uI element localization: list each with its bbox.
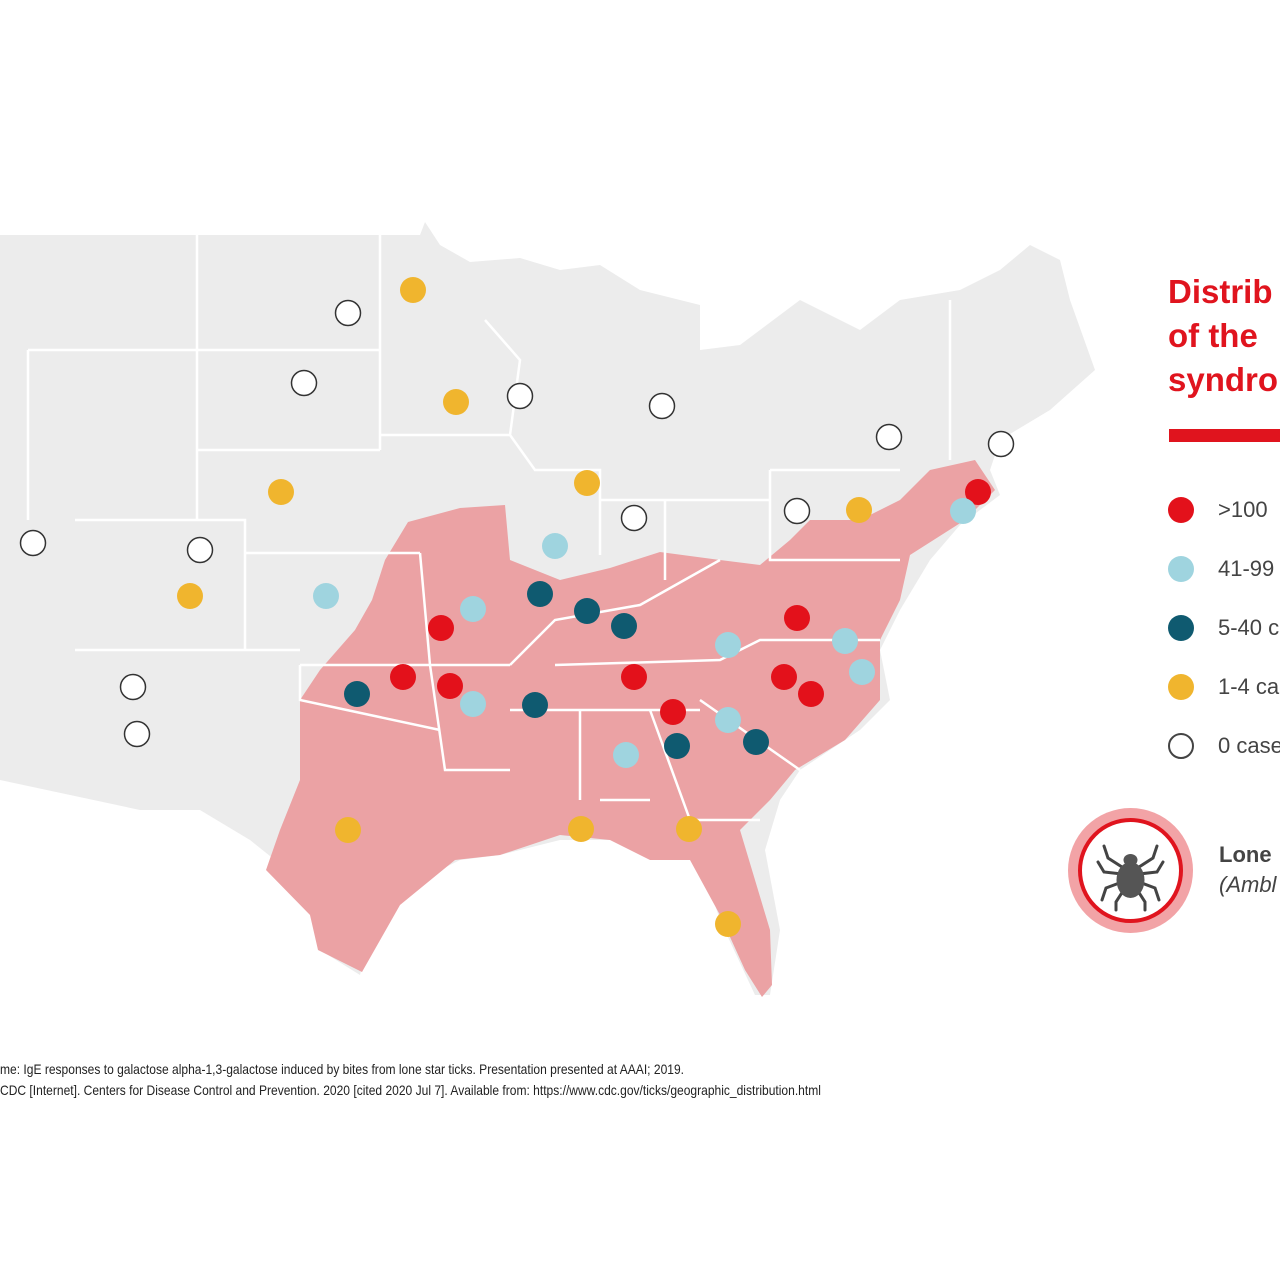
legend-title: Distrib of the syndro [1168, 270, 1278, 402]
tick-name: Lone (Ambl [1219, 842, 1276, 898]
legend-item-gt100: >100 [1168, 497, 1268, 523]
case-marker-5-40 [522, 692, 548, 718]
reference-2: CDC [Internet]. Centers for Disease Cont… [0, 1082, 821, 1098]
case-marker-0 [875, 423, 903, 451]
legend-label: 5-40 c [1218, 615, 1280, 640]
legend-label: 0 case [1218, 733, 1280, 758]
legend-item-41-99: 41-99 [1168, 556, 1274, 582]
case-marker-5-40 [574, 598, 600, 624]
case-marker-5-40 [664, 733, 690, 759]
legend-item-5-40: 5-40 c [1168, 615, 1279, 641]
case-marker-0 [620, 504, 648, 532]
title-line-2: of the [1168, 317, 1258, 354]
case-marker-gt100 [428, 615, 454, 641]
case-marker-gt100 [965, 479, 991, 505]
case-marker-gt100 [660, 699, 686, 725]
legend-item-0: 0 case [1168, 733, 1280, 759]
case-marker-gt100 [798, 681, 824, 707]
case-marker-41-99 [313, 583, 339, 609]
case-marker-0 [648, 392, 676, 420]
case-marker-41-99 [950, 498, 976, 524]
case-marker-41-99 [715, 707, 741, 733]
legend-label: >100 [1218, 497, 1268, 522]
case-marker-0 [290, 369, 318, 397]
case-marker-1-4 [177, 583, 203, 609]
case-marker-0 [123, 720, 151, 748]
tick-icon [1096, 844, 1165, 912]
red-dot-icon [1168, 497, 1194, 523]
case-marker-5-40 [344, 681, 370, 707]
lone-star-tick-range [266, 460, 995, 997]
case-marker-41-99 [849, 659, 875, 685]
legend-label: 41-99 [1218, 556, 1275, 581]
case-marker-41-99 [613, 742, 639, 768]
us-map [0, 222, 1095, 997]
case-marker-41-99 [715, 632, 741, 658]
case-marker-5-40 [611, 613, 637, 639]
case-marker-41-99 [832, 628, 858, 654]
case-marker-1-4 [574, 470, 600, 496]
case-marker-0 [506, 382, 534, 410]
case-marker-1-4 [568, 816, 594, 842]
case-marker-1-4 [443, 389, 469, 415]
case-marker-0 [987, 430, 1015, 458]
legend-item-1-4: 1-4 ca [1168, 674, 1279, 700]
case-marker-41-99 [460, 596, 486, 622]
white-dot-icon [1168, 733, 1194, 759]
case-marker-0 [783, 497, 811, 525]
light-blue-dot-icon [1168, 556, 1194, 582]
teal-dot-icon [1168, 615, 1194, 641]
case-marker-0 [119, 673, 147, 701]
tick-common-name: Lone [1219, 842, 1272, 867]
title-line-3: syndro [1168, 361, 1279, 398]
case-marker-5-40 [527, 581, 553, 607]
tick-latin-name: (Ambl [1219, 872, 1277, 897]
case-marker-gt100 [771, 664, 797, 690]
case-marker-gt100 [621, 664, 647, 690]
title-underline [1169, 429, 1280, 442]
references: me: IgE responses to galactose alpha-1,3… [0, 1059, 821, 1101]
tick-badge [1068, 808, 1193, 933]
case-marker-41-99 [460, 691, 486, 717]
case-marker-41-99 [542, 533, 568, 559]
case-marker-1-4 [335, 817, 361, 843]
case-marker-5-40 [743, 729, 769, 755]
title-line-1: Distrib [1168, 273, 1273, 310]
case-marker-gt100 [390, 664, 416, 690]
case-marker-1-4 [268, 479, 294, 505]
case-marker-0 [186, 536, 214, 564]
case-marker-0 [19, 529, 47, 557]
case-marker-1-4 [676, 816, 702, 842]
case-marker-gt100 [437, 673, 463, 699]
case-marker-1-4 [400, 277, 426, 303]
case-markers [19, 277, 1015, 937]
yellow-dot-icon [1168, 674, 1194, 700]
legend-label: 1-4 ca [1218, 674, 1280, 699]
case-marker-0 [334, 299, 362, 327]
case-marker-1-4 [846, 497, 872, 523]
case-marker-gt100 [784, 605, 810, 631]
reference-1: me: IgE responses to galactose alpha-1,3… [0, 1061, 685, 1077]
case-marker-1-4 [715, 911, 741, 937]
